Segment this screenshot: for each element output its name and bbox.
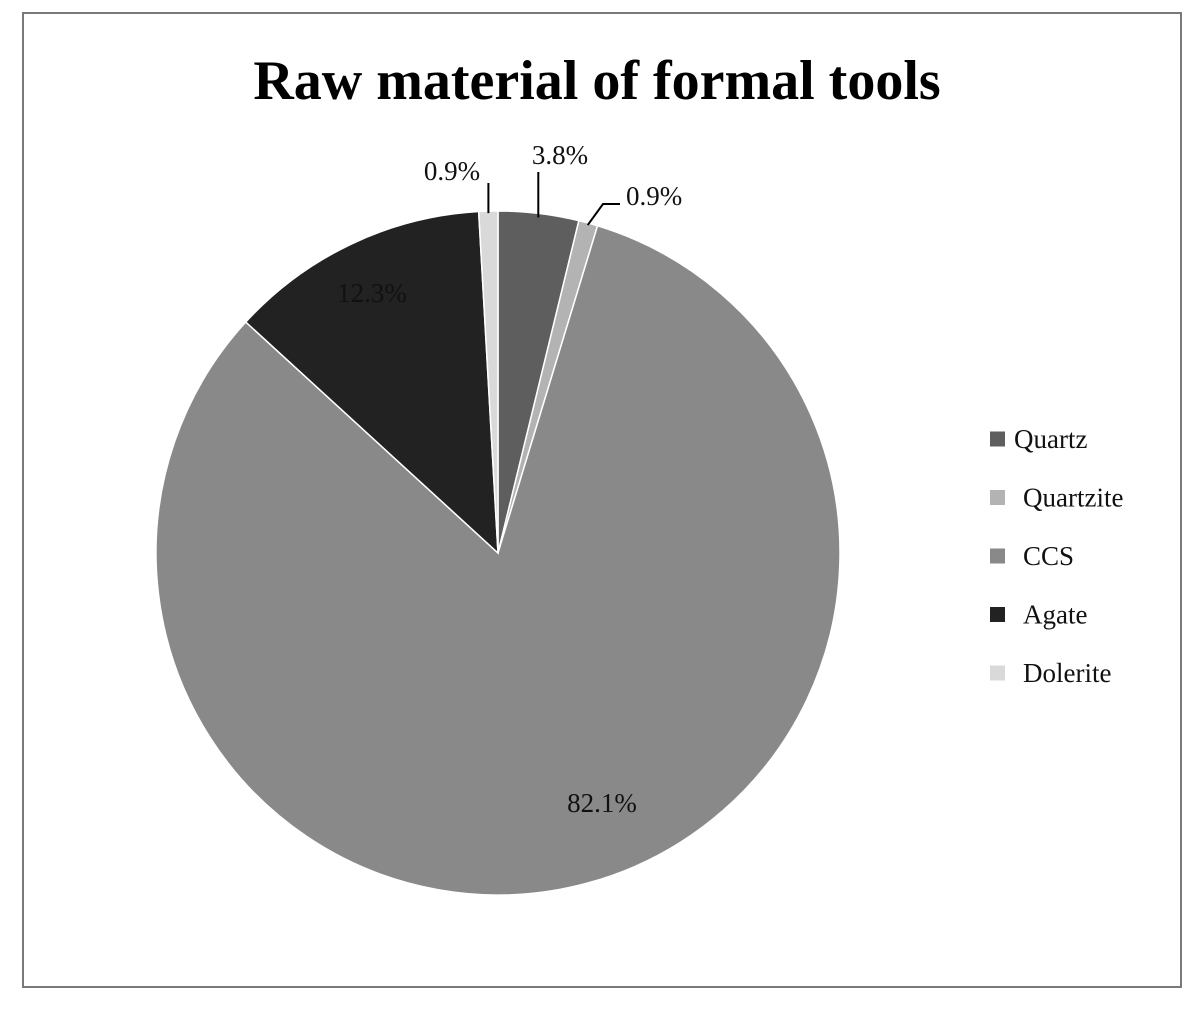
data-labels: 3.8% 0.9% 82.1% 12.3% 0.9% xyxy=(337,140,682,818)
pie-slices xyxy=(155,210,841,896)
legend-swatch-quartzite xyxy=(990,490,1005,505)
legend-label-ccs: CCS xyxy=(1023,541,1074,571)
data-label-ccs: 82.1% xyxy=(567,788,637,818)
leader-lines xyxy=(487,172,620,226)
legend-label-quartzite: Quartzite xyxy=(1023,483,1123,513)
legend-swatch-agate xyxy=(990,607,1005,622)
legend-swatch-quartz xyxy=(990,431,1005,447)
legend-label-dolerite: Dolerite xyxy=(1023,658,1111,688)
data-label-agate: 12.3% xyxy=(337,278,407,308)
pie-slice-ccs xyxy=(155,224,841,896)
pie-slice-agate xyxy=(244,210,499,555)
data-label-quartzite: 0.9% xyxy=(626,181,682,211)
legend: Quartz Quartzite CCS Agate Dolerite xyxy=(990,424,1123,688)
legend-label-quartz: Quartz xyxy=(1014,424,1087,454)
legend-swatch-ccs xyxy=(990,548,1005,564)
legend-label-agate: Agate xyxy=(1023,600,1087,630)
legend-swatch-dolerite xyxy=(990,665,1005,681)
data-label-dolerite: 0.9% xyxy=(424,156,480,186)
chart-title: Raw material of formal tools xyxy=(253,50,940,112)
leader-line-quartzite xyxy=(586,203,620,226)
data-label-quartz: 3.8% xyxy=(532,140,588,170)
